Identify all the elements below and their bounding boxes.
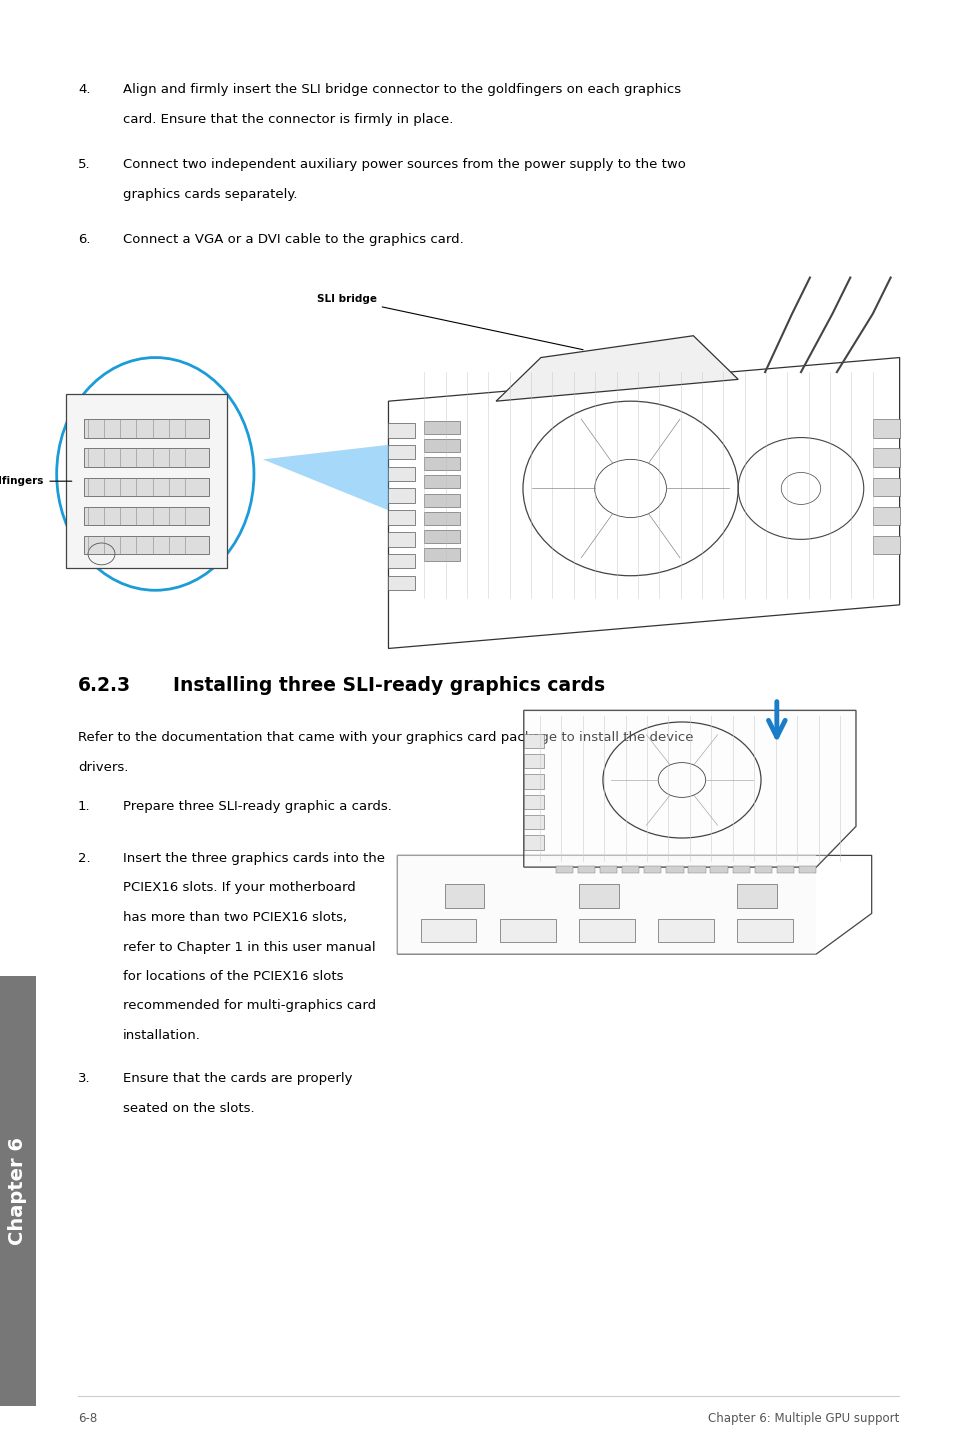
Bar bbox=[687, 866, 705, 873]
Text: SLI bridge: SLI bridge bbox=[316, 295, 582, 349]
Bar bbox=[665, 866, 683, 873]
Text: Refer to the documentation that came with your graphics card package to install : Refer to the documentation that came wit… bbox=[78, 731, 693, 743]
Bar bbox=[577, 866, 595, 873]
Bar bbox=[523, 774, 543, 788]
Bar bbox=[424, 476, 459, 489]
Bar bbox=[0, 976, 36, 1406]
Text: 3.: 3. bbox=[78, 1071, 91, 1086]
Text: refer to Chapter 1 in this user manual: refer to Chapter 1 in this user manual bbox=[123, 940, 375, 953]
Bar bbox=[388, 423, 415, 437]
Bar bbox=[578, 884, 618, 907]
Bar bbox=[599, 866, 617, 873]
Bar bbox=[523, 835, 543, 850]
Text: for locations of the PCIEX16 slots: for locations of the PCIEX16 slots bbox=[123, 971, 343, 984]
Bar bbox=[872, 477, 899, 496]
Bar bbox=[84, 449, 209, 467]
Bar bbox=[872, 536, 899, 554]
Text: Prepare three SLI-ready graphic a cards.: Prepare three SLI-ready graphic a cards. bbox=[123, 800, 392, 812]
Text: Installing three SLI-ready graphics cards: Installing three SLI-ready graphics card… bbox=[172, 676, 604, 695]
Bar bbox=[658, 919, 713, 942]
Bar bbox=[424, 439, 459, 452]
Bar bbox=[499, 919, 555, 942]
Bar bbox=[523, 815, 543, 830]
Text: 6.2.3: 6.2.3 bbox=[78, 676, 131, 695]
Bar bbox=[424, 512, 459, 525]
Bar bbox=[388, 467, 415, 482]
Bar bbox=[737, 919, 792, 942]
Bar bbox=[555, 866, 573, 873]
Text: PCIEX16 slots. If your motherboard: PCIEX16 slots. If your motherboard bbox=[123, 881, 355, 894]
Bar bbox=[388, 554, 415, 568]
Bar bbox=[732, 866, 749, 873]
Bar bbox=[444, 884, 484, 907]
Text: recommended for multi-graphics card: recommended for multi-graphics card bbox=[123, 999, 375, 1012]
Bar bbox=[420, 919, 476, 942]
Bar bbox=[84, 536, 209, 554]
Text: 1.: 1. bbox=[78, 800, 91, 812]
Bar bbox=[872, 420, 899, 437]
Bar bbox=[388, 532, 415, 546]
Bar bbox=[424, 493, 459, 506]
Bar bbox=[710, 866, 727, 873]
Bar bbox=[84, 420, 209, 437]
Bar bbox=[523, 754, 543, 768]
Text: card. Ensure that the connector is firmly in place.: card. Ensure that the connector is firml… bbox=[123, 114, 453, 127]
Bar bbox=[388, 575, 415, 590]
Text: Connect a VGA or a DVI cable to the graphics card.: Connect a VGA or a DVI cable to the grap… bbox=[123, 233, 463, 246]
Text: graphics cards separately.: graphics cards separately. bbox=[123, 188, 297, 201]
Bar bbox=[84, 506, 209, 525]
Polygon shape bbox=[397, 856, 816, 953]
Bar bbox=[424, 531, 459, 544]
Text: Connect two independent auxiliary power sources from the power supply to the two: Connect two independent auxiliary power … bbox=[123, 158, 685, 171]
Bar bbox=[872, 449, 899, 467]
Bar bbox=[388, 489, 415, 503]
Polygon shape bbox=[523, 710, 855, 867]
Text: drivers.: drivers. bbox=[78, 761, 129, 774]
Text: 2.: 2. bbox=[78, 851, 91, 866]
Polygon shape bbox=[263, 444, 388, 510]
Text: Chapter 6: Multiple GPU support: Chapter 6: Multiple GPU support bbox=[707, 1412, 898, 1425]
Bar bbox=[578, 919, 634, 942]
Bar bbox=[523, 733, 543, 748]
Text: Align and firmly insert the SLI bridge connector to the goldfingers on each grap: Align and firmly insert the SLI bridge c… bbox=[123, 83, 680, 96]
Bar bbox=[388, 510, 415, 525]
FancyBboxPatch shape bbox=[66, 394, 227, 568]
Bar bbox=[424, 457, 459, 470]
Text: Ensure that the cards are properly: Ensure that the cards are properly bbox=[123, 1071, 352, 1086]
Bar bbox=[754, 866, 771, 873]
Bar bbox=[84, 477, 209, 496]
Bar bbox=[737, 884, 776, 907]
Text: Goldfingers: Goldfingers bbox=[0, 476, 71, 486]
Bar bbox=[798, 866, 816, 873]
Text: Insert the three graphics cards into the: Insert the three graphics cards into the bbox=[123, 851, 385, 866]
Text: 5.: 5. bbox=[78, 158, 91, 171]
Bar bbox=[523, 795, 543, 810]
Text: 6-8: 6-8 bbox=[78, 1412, 97, 1425]
Text: installation.: installation. bbox=[123, 1030, 201, 1043]
Polygon shape bbox=[496, 335, 738, 401]
Bar bbox=[776, 866, 794, 873]
Text: Chapter 6: Chapter 6 bbox=[9, 1137, 28, 1245]
Bar bbox=[872, 506, 899, 525]
Bar bbox=[424, 548, 459, 561]
Text: 6.: 6. bbox=[78, 233, 91, 246]
Text: seated on the slots.: seated on the slots. bbox=[123, 1102, 254, 1114]
Bar bbox=[424, 421, 459, 434]
Bar bbox=[388, 444, 415, 459]
Bar bbox=[643, 866, 660, 873]
Text: 4.: 4. bbox=[78, 83, 91, 96]
Text: has more than two PCIEX16 slots,: has more than two PCIEX16 slots, bbox=[123, 912, 347, 925]
Bar bbox=[621, 866, 639, 873]
